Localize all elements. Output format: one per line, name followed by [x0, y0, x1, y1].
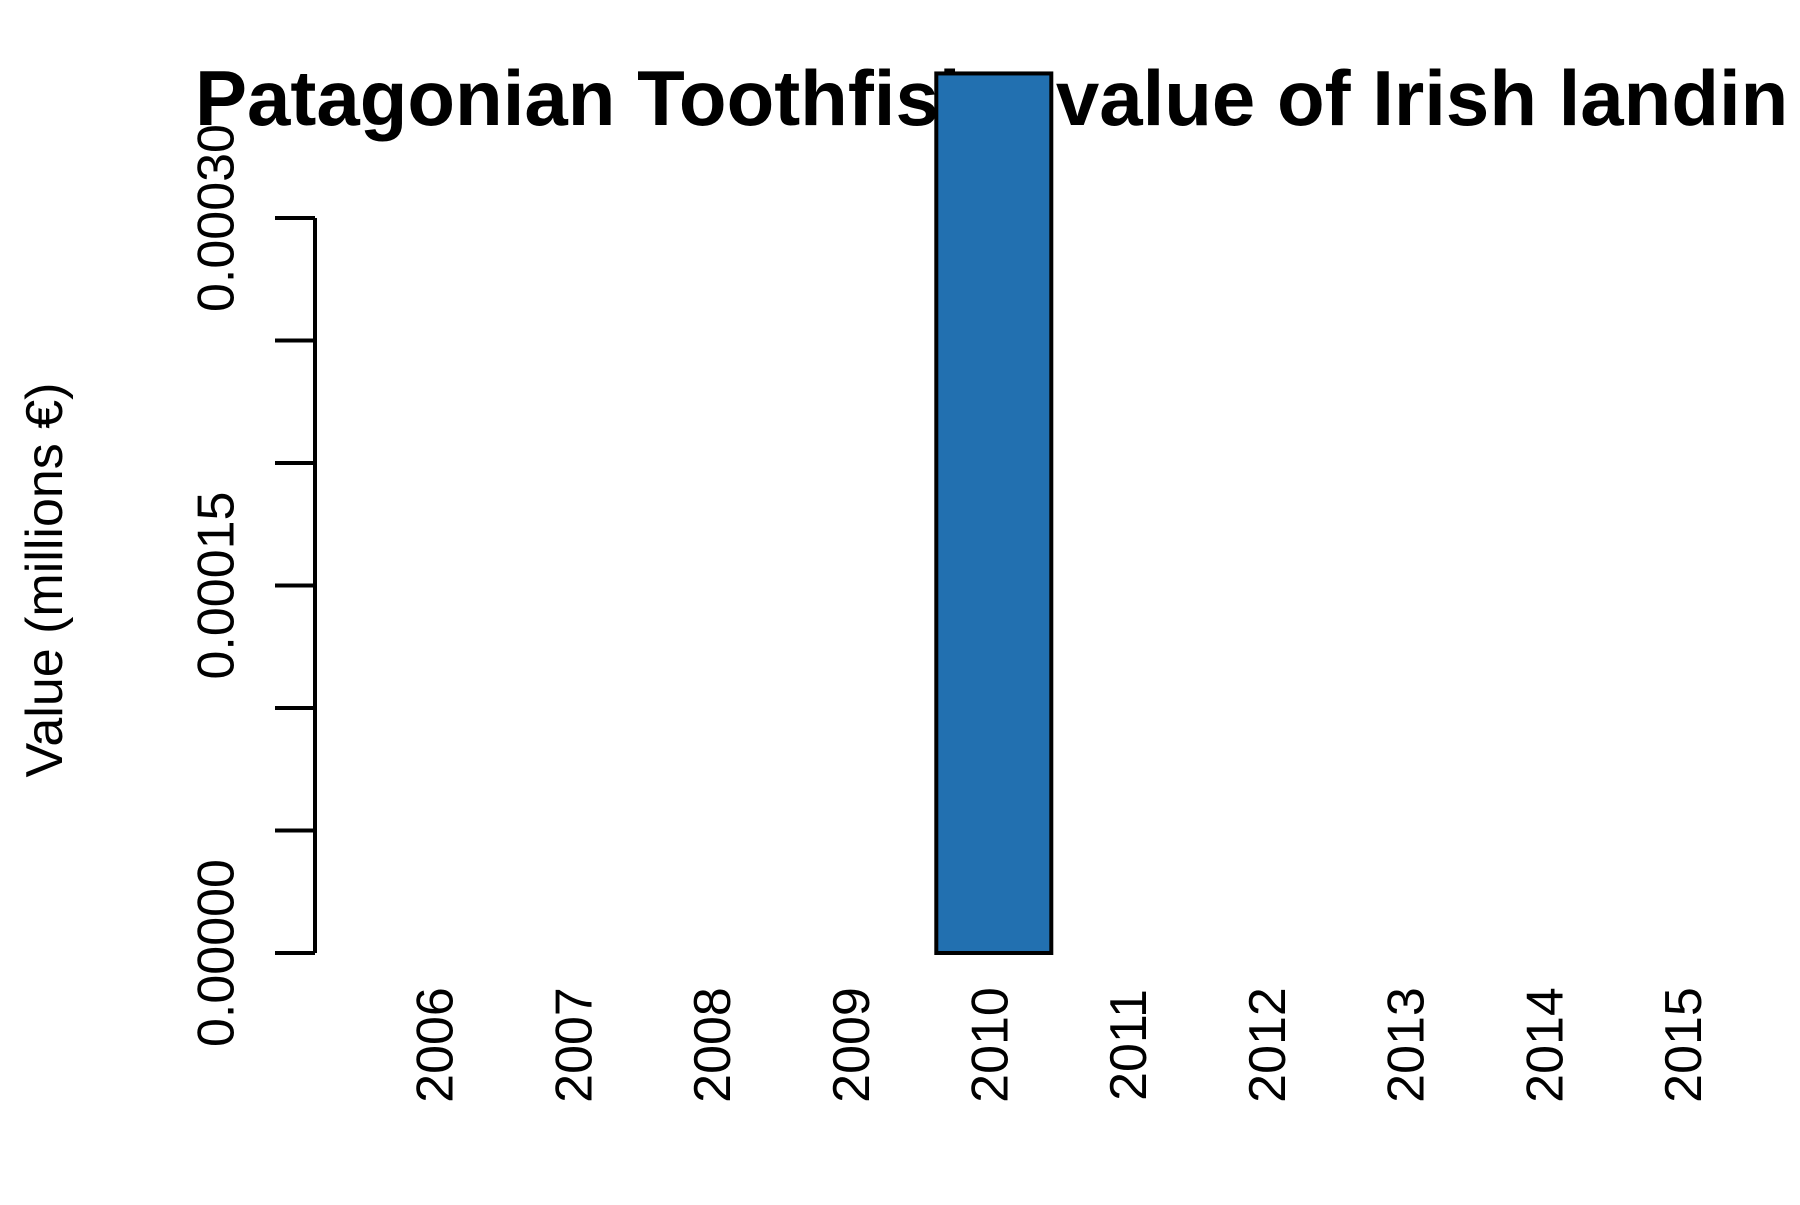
y-axis: 0.00000 0.00015 0.00030 [188, 124, 317, 1047]
x-tick-label: 2007 [545, 987, 603, 1103]
bars-group [934, 71, 1054, 955]
x-tick-label: 2014 [1516, 987, 1574, 1103]
bar-2010 [934, 71, 1054, 955]
x-tick-label: 2006 [407, 987, 465, 1103]
x-tick-label: 2015 [1655, 987, 1713, 1103]
x-tick-label: 2012 [1239, 987, 1297, 1103]
x-tick-label: 2009 [823, 987, 881, 1103]
y-tick-label: 0.00000 [188, 859, 246, 1047]
x-tick-labels: 2006 2007 2008 2009 2010 2011 2012 2013 2014 2015 [407, 987, 1713, 1103]
x-tick-label: 2008 [684, 987, 742, 1103]
y-axis-label: Value (millions €) [16, 383, 74, 778]
x-tick-label: 2010 [962, 987, 1020, 1103]
y-tick-label: 0.00015 [188, 492, 246, 680]
y-tick-label: 0.00030 [188, 124, 246, 312]
x-tick-label: 2013 [1378, 987, 1436, 1103]
x-tick-label: 2011 [1100, 989, 1158, 1101]
